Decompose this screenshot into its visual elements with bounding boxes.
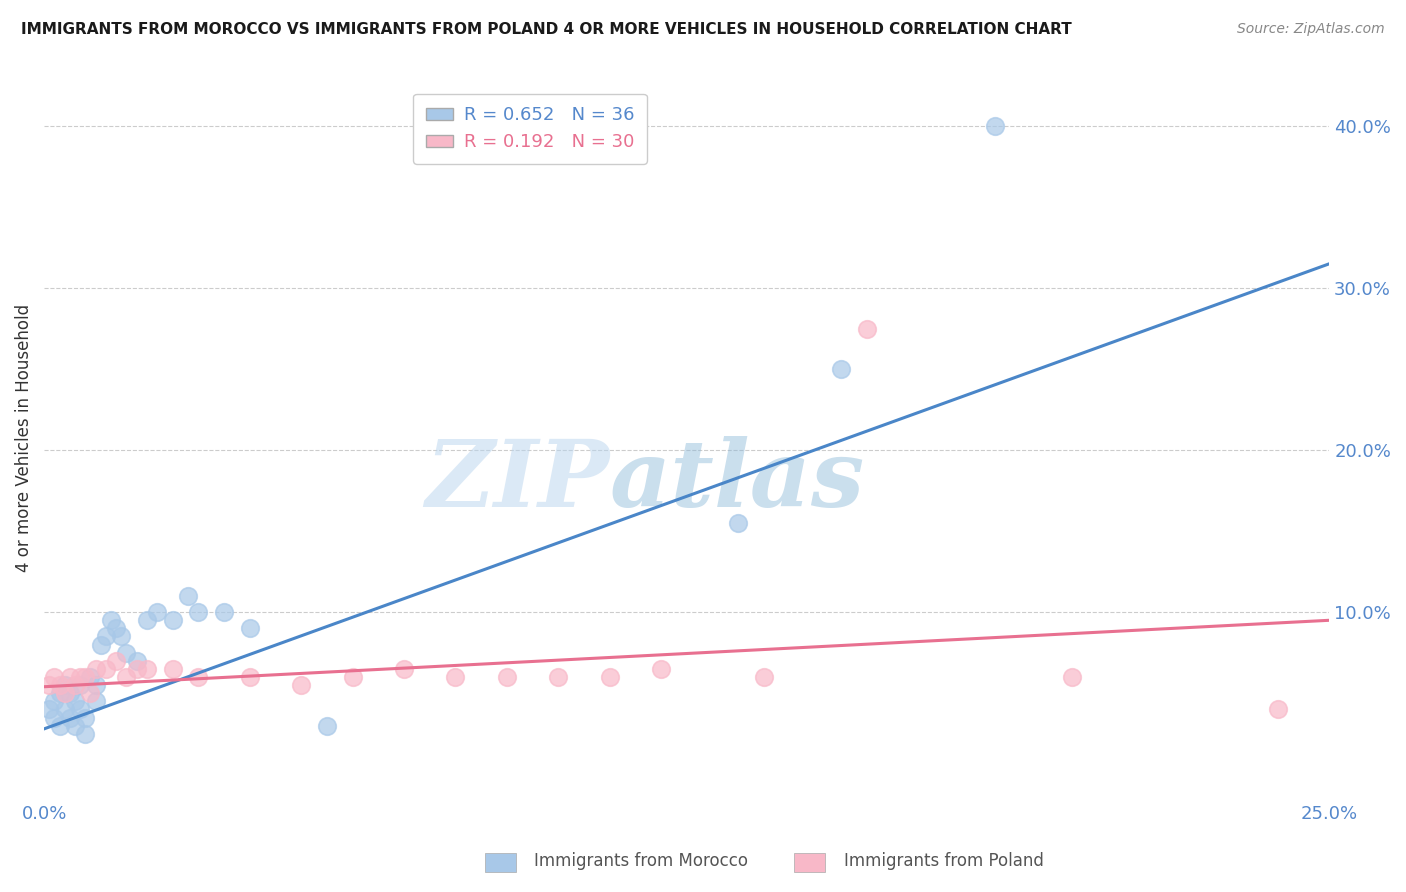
- Point: [187, 605, 209, 619]
- Legend: R = 0.652   N = 36, R = 0.192   N = 30: R = 0.652 N = 36, R = 0.192 N = 30: [413, 94, 647, 164]
- Point: [146, 605, 169, 619]
- Point: [63, 678, 86, 692]
- Point: [125, 654, 148, 668]
- Point: [94, 630, 117, 644]
- Point: [90, 638, 112, 652]
- Point: [69, 678, 91, 692]
- Point: [444, 670, 467, 684]
- Text: Immigrants from Morocco: Immigrants from Morocco: [534, 852, 748, 870]
- Point: [599, 670, 621, 684]
- Point: [53, 702, 76, 716]
- Point: [110, 630, 132, 644]
- Point: [162, 662, 184, 676]
- Point: [84, 694, 107, 708]
- Point: [547, 670, 569, 684]
- Point: [53, 678, 76, 692]
- Point: [44, 710, 66, 724]
- Text: Source: ZipAtlas.com: Source: ZipAtlas.com: [1237, 22, 1385, 37]
- Point: [84, 662, 107, 676]
- Point: [44, 694, 66, 708]
- Y-axis label: 4 or more Vehicles in Household: 4 or more Vehicles in Household: [15, 304, 32, 572]
- Point: [752, 670, 775, 684]
- Point: [105, 654, 128, 668]
- Point: [59, 670, 82, 684]
- Point: [100, 613, 122, 627]
- Text: atlas: atlas: [610, 436, 865, 526]
- Point: [212, 605, 235, 619]
- Text: IMMIGRANTS FROM MOROCCO VS IMMIGRANTS FROM POLAND 4 OR MORE VEHICLES IN HOUSEHOL: IMMIGRANTS FROM MOROCCO VS IMMIGRANTS FR…: [21, 22, 1071, 37]
- Point: [187, 670, 209, 684]
- Point: [75, 670, 97, 684]
- Point: [177, 589, 200, 603]
- Point: [48, 718, 70, 732]
- Point: [1267, 702, 1289, 716]
- Point: [855, 321, 877, 335]
- Point: [135, 662, 157, 676]
- Point: [48, 678, 70, 692]
- Point: [125, 662, 148, 676]
- Point: [984, 119, 1007, 133]
- Point: [290, 678, 312, 692]
- Point: [239, 670, 262, 684]
- Point: [105, 621, 128, 635]
- Text: ZIP: ZIP: [426, 436, 610, 526]
- Point: [48, 686, 70, 700]
- Point: [59, 710, 82, 724]
- Point: [392, 662, 415, 676]
- Point: [38, 678, 60, 692]
- Point: [342, 670, 364, 684]
- Point: [1062, 670, 1084, 684]
- Point: [830, 362, 852, 376]
- Point: [63, 718, 86, 732]
- Point: [69, 670, 91, 684]
- Point: [650, 662, 672, 676]
- Point: [59, 686, 82, 700]
- Point: [75, 727, 97, 741]
- Point: [727, 516, 749, 530]
- Text: Immigrants from Poland: Immigrants from Poland: [844, 852, 1043, 870]
- Point: [162, 613, 184, 627]
- Point: [84, 678, 107, 692]
- Point: [79, 686, 101, 700]
- Point: [115, 646, 138, 660]
- Point: [94, 662, 117, 676]
- Point: [115, 670, 138, 684]
- Point: [495, 670, 517, 684]
- Point: [53, 686, 76, 700]
- Point: [79, 670, 101, 684]
- Point: [44, 670, 66, 684]
- Point: [69, 702, 91, 716]
- Point: [239, 621, 262, 635]
- Point: [135, 613, 157, 627]
- Point: [38, 702, 60, 716]
- Point: [63, 694, 86, 708]
- Point: [75, 710, 97, 724]
- Point: [315, 718, 337, 732]
